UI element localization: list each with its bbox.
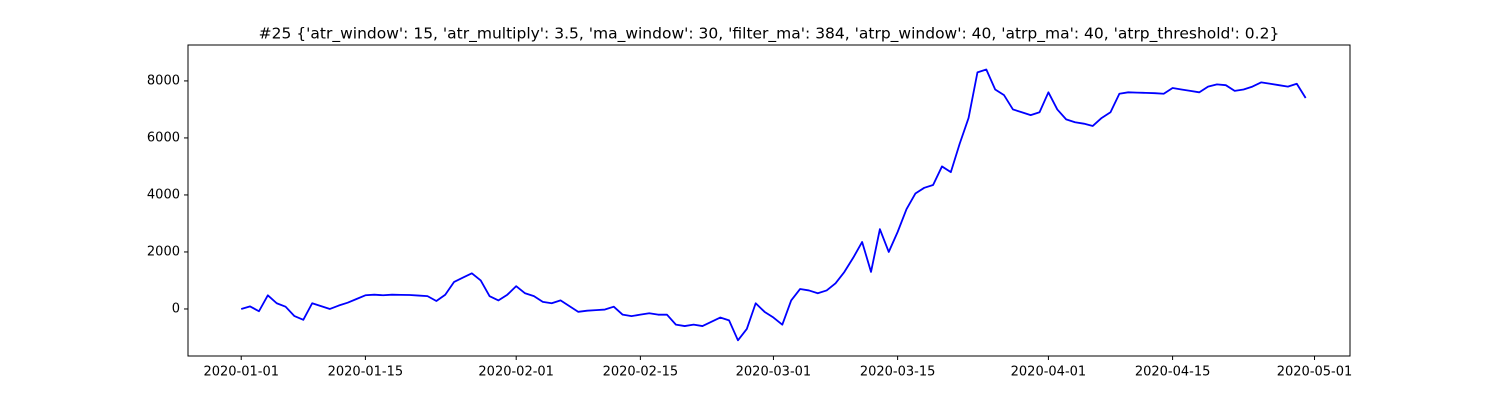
y-tick-label: 2000 <box>147 244 180 259</box>
x-tick-label: 2020-02-15 <box>603 365 679 380</box>
line-series <box>240 68 1307 342</box>
x-tick-label: 2020-01-01 <box>203 365 279 380</box>
x-tick-label: 2020-03-15 <box>860 365 936 380</box>
plot-frame <box>187 44 1351 357</box>
x-tick-label: 2020-04-15 <box>1135 365 1211 380</box>
y-tick-label: 4000 <box>147 187 180 202</box>
y-tick-label: 6000 <box>147 130 180 145</box>
x-tick-label: 2020-04-01 <box>1011 365 1087 380</box>
x-tick-label: 2020-03-01 <box>736 365 812 380</box>
chart-title: #25 {'atr_window': 15, 'atr_multiply': 3… <box>259 25 1280 44</box>
y-tick-label: 0 <box>172 301 180 316</box>
x-tick-label: 2020-05-01 <box>1277 365 1353 380</box>
x-tick-label: 2020-01-15 <box>328 365 404 380</box>
x-tick-label: 2020-02-01 <box>478 365 554 380</box>
y-tick-label: 8000 <box>147 73 180 88</box>
